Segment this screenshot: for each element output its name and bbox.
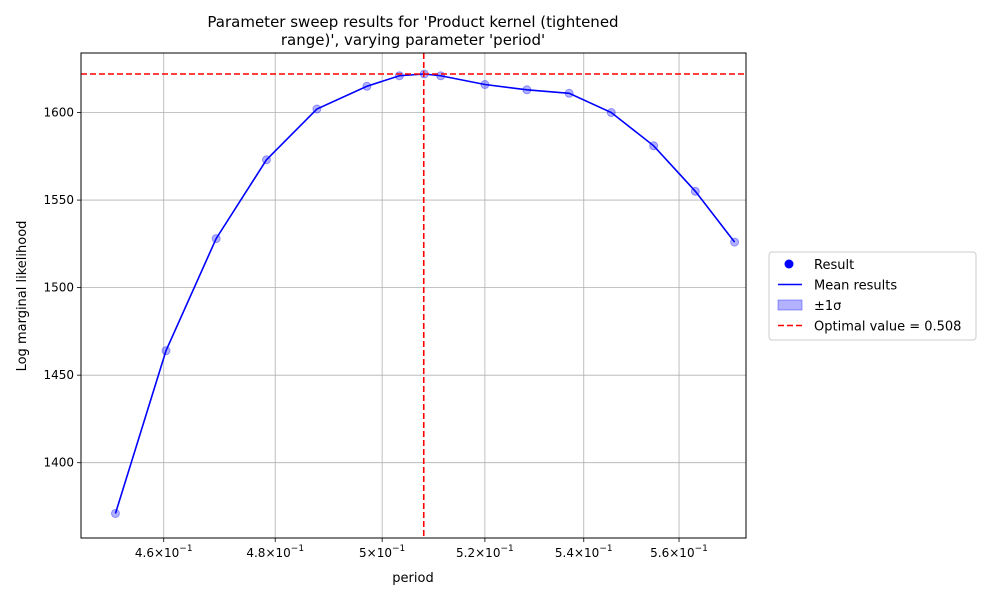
chart-title-line-2: range)', varying parameter 'period' (281, 31, 545, 49)
y-tick-label: 1450 (43, 368, 74, 382)
result-point (161, 346, 171, 356)
reference-lines (81, 53, 746, 538)
y-tick-label: 1500 (43, 281, 74, 295)
legend-label: ±1σ (814, 299, 841, 314)
grid (81, 53, 746, 538)
result-point (394, 71, 404, 81)
result-point (690, 186, 700, 196)
legend: Result Mean results ±1σ Optimal value = 0.5… (768, 251, 977, 341)
x-tick-label: 4.8×10−1 (246, 544, 304, 560)
result-point (564, 88, 574, 98)
result-point (649, 141, 659, 151)
x-axis-title: period (392, 571, 433, 586)
result-point (730, 237, 740, 247)
result-point (480, 80, 490, 90)
x-tick-label: 5.2×10−1 (456, 544, 514, 560)
result-point (261, 155, 271, 165)
y-axis-title: Log marginal likelihood (15, 221, 30, 372)
x-tick-label: 5×10−1 (359, 544, 405, 560)
y-tick-label: 1600 (43, 106, 74, 120)
plot-frame (80, 52, 747, 539)
result-point (436, 71, 446, 81)
legend-label: Optimal value = 0.508 (814, 320, 961, 335)
legend-label: Mean results (814, 279, 897, 294)
y-tick-label: 1400 (43, 456, 74, 470)
result-point (110, 508, 120, 518)
legend-sigma-patch (777, 299, 803, 311)
legend-label: Result (814, 258, 854, 273)
result-point (211, 234, 221, 244)
y-axis: 1400 1450 1500 1550 1600 (43, 106, 81, 470)
x-tick-label: 5.6×10−1 (650, 544, 708, 560)
x-tick-label: 5.4×10−1 (555, 544, 613, 560)
result-point (606, 108, 616, 118)
chart-title-line-1: Parameter sweep results for 'Product ker… (207, 13, 618, 31)
x-tick-label: 4.6×10−1 (135, 544, 193, 560)
legend-frame (768, 251, 977, 341)
result-point (312, 104, 322, 114)
y-tick-label: 1550 (43, 193, 74, 207)
result-point (522, 85, 532, 95)
legend-result-marker (784, 259, 794, 269)
result-point (362, 81, 372, 91)
mean-results-line (114, 73, 736, 514)
x-axis: 4.6×10−1 4.8×10−1 5×10−1 5.2×10−1 5.4×10−1 5.… (135, 538, 708, 560)
plot-series (110, 69, 740, 518)
